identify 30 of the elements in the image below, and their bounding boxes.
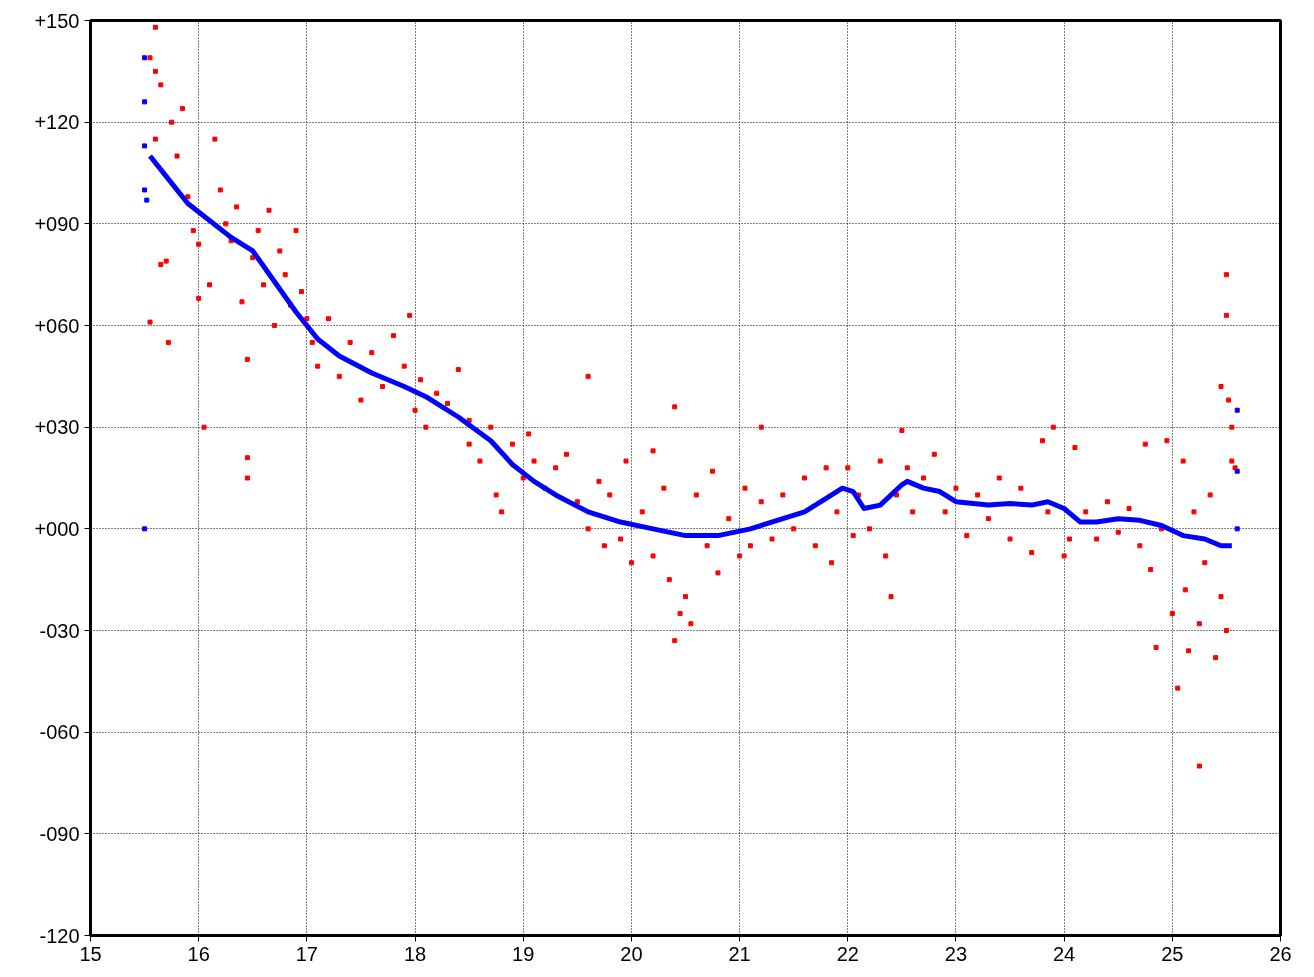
point — [1234, 407, 1240, 413]
y-tick-label: +060 — [34, 314, 80, 337]
y-tick-label: -060 — [39, 721, 80, 744]
y-tick-label: +000 — [34, 517, 80, 540]
y-tick-label: -090 — [39, 822, 80, 845]
point — [142, 143, 148, 149]
point — [142, 55, 148, 61]
y-tick-label: +030 — [34, 416, 80, 439]
point — [1234, 526, 1240, 532]
x-tick-label: 21 — [728, 942, 751, 965]
point — [142, 526, 148, 532]
x-tick-label: 23 — [944, 942, 968, 965]
y-tick-label: +120 — [34, 111, 80, 134]
x-tick-label: 25 — [1161, 942, 1184, 965]
point — [142, 99, 148, 105]
x-tick-label: 22 — [836, 942, 859, 965]
x-tick-label: 18 — [403, 942, 427, 965]
x-tick-label: 15 — [79, 942, 102, 965]
y-tick-label: -120 — [39, 924, 80, 947]
y-tick-label: +150 — [34, 9, 80, 32]
x-tick-label: 17 — [295, 942, 318, 965]
y-tick-label: +090 — [34, 212, 80, 235]
y-tick-label: -030 — [39, 619, 80, 642]
x-tick-label: 19 — [512, 942, 535, 965]
x-tick-label: 20 — [620, 942, 643, 965]
x-tick-label: 26 — [1269, 942, 1292, 965]
point — [142, 187, 148, 193]
x-tick-label: 24 — [1053, 942, 1076, 965]
point — [144, 197, 150, 203]
x-tick-label: 16 — [187, 942, 210, 965]
